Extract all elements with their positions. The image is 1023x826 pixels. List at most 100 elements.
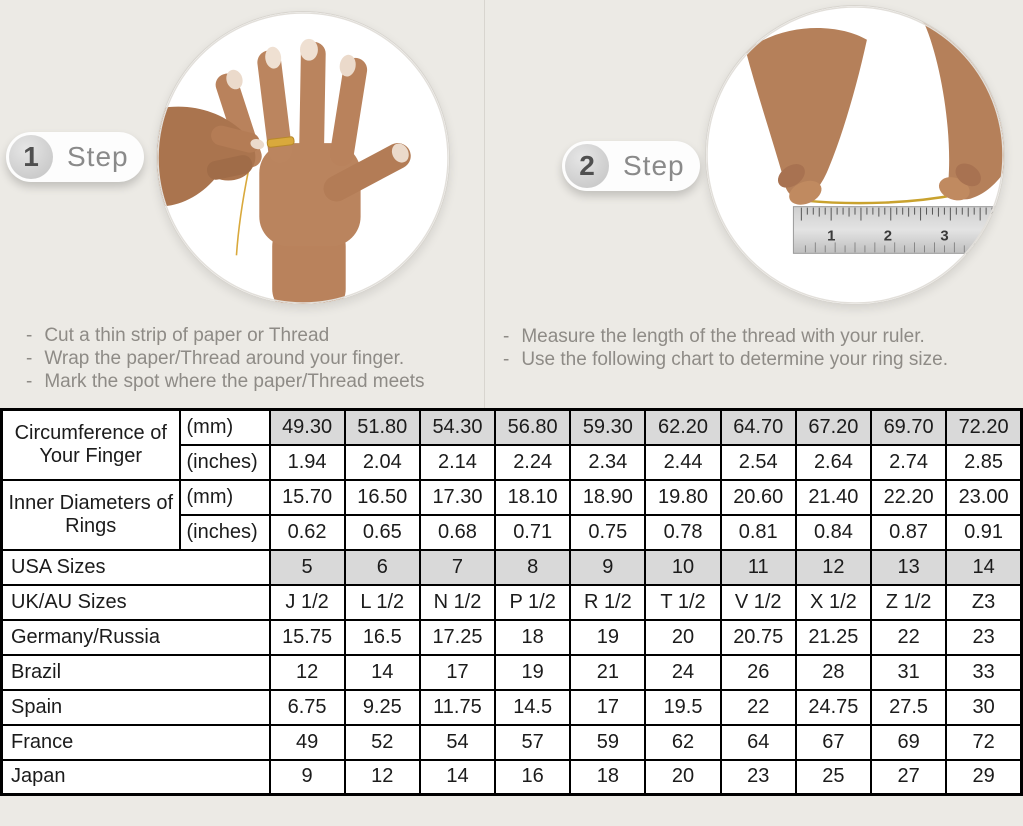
size-value: 21: [569, 653, 647, 691]
table-row: Spain 6.75 9.25 11.75 14.5 17 19.5 22 24.75 27.5 3…: [0, 688, 1023, 726]
instructions-section: 1 2 3: [0, 0, 1023, 408]
size-value: 15.75: [268, 618, 346, 656]
size-value: Z3: [945, 583, 1023, 621]
size-value: 18: [569, 758, 647, 796]
size-value: 22: [719, 688, 797, 726]
size-value: 57: [494, 723, 572, 761]
size-value: 22: [869, 618, 948, 656]
size-value: 14: [418, 758, 497, 796]
step2-badge: 2 Step: [562, 141, 700, 191]
instruction-text: Mark the spot where the paper/Thread mee…: [44, 371, 425, 392]
size-value: 30: [945, 688, 1023, 726]
size-value: 0.75: [569, 513, 647, 551]
size-value: 24: [644, 653, 722, 691]
row-label: Germany/Russia: [0, 618, 271, 656]
size-value: 2.64: [794, 443, 873, 481]
size-value: 49.30: [268, 408, 346, 446]
size-value: 18.10: [494, 478, 572, 516]
gold-thread: [805, 193, 957, 205]
size-value: 21.25: [794, 618, 873, 656]
size-value: 59.30: [569, 408, 647, 446]
size-value: 12: [343, 758, 421, 796]
size-value: 29: [945, 758, 1023, 796]
size-value: 67: [794, 723, 873, 761]
size-value: 23: [945, 618, 1023, 656]
size-value: 15.70: [268, 478, 346, 516]
row-label: UK/AU Sizes: [0, 583, 271, 621]
step2-label: Step: [623, 150, 685, 181]
size-value: 62: [644, 723, 722, 761]
instruction-text: Use the following chart to determine you…: [521, 349, 948, 370]
size-value: 72.20: [945, 408, 1023, 446]
size-value: 0.81: [719, 513, 797, 551]
table-row: Circumference of Your Finger (mm) 49.30 51.…: [0, 408, 1023, 481]
size-value: 28: [794, 653, 873, 691]
size-value: 16.50: [343, 478, 421, 516]
size-value: 49: [268, 723, 346, 761]
size-value: 54: [418, 723, 497, 761]
table-row: Inner Diameters of Rings (mm) 15.70 16.50 17…: [0, 478, 1023, 551]
size-value: 21.40: [794, 478, 873, 516]
size-value: 12: [268, 653, 346, 691]
unit-label: (mm): [178, 408, 271, 446]
size-value: 67.20: [794, 408, 873, 446]
step2-photo: 1 2 3: [705, 5, 1005, 305]
size-value: 2.54: [719, 443, 797, 481]
instruction-line: - Measure the length of the thread with y…: [503, 325, 1018, 348]
size-value: 27.5: [869, 688, 948, 726]
size-value: 18: [494, 618, 572, 656]
size-value: 13: [869, 548, 948, 586]
section-divider: [484, 0, 485, 408]
step2-number: 2: [565, 144, 609, 188]
size-value: 6: [343, 548, 421, 586]
step1-photo: [156, 11, 450, 305]
step1-label: Step: [67, 141, 129, 172]
table-row: (inches) 1.94 2.04 2.14 2.24 2.34 2.44 2.54 2.64…: [2, 443, 1023, 481]
size-value: 20: [644, 758, 722, 796]
size-value: 0.91: [945, 513, 1023, 551]
size-value: 17: [418, 653, 497, 691]
instruction-line: - Wrap the paper/Thread around your finge…: [26, 347, 476, 370]
size-value: 20.60: [719, 478, 797, 516]
dash-bullet: -: [503, 349, 510, 370]
table-row: Germany/Russia 15.75 16.5 17.25 18 19 20 20.75 2…: [0, 618, 1023, 656]
row-label: Spain: [0, 688, 271, 726]
left-hand: [745, 27, 867, 205]
size-value: 2.14: [418, 443, 497, 481]
instruction-line: - Mark the spot where the paper/Thread me…: [26, 370, 476, 393]
instruction-text: Wrap the paper/Thread around your finger…: [44, 348, 405, 369]
pinching-hand: [157, 106, 265, 207]
step1-number: 1: [9, 135, 53, 179]
size-value: 2.34: [569, 443, 647, 481]
size-value: 64: [719, 723, 797, 761]
size-value: 14: [945, 548, 1023, 586]
row-group-label: Inner Diameters of Rings: [0, 478, 181, 551]
size-value: 8: [494, 548, 572, 586]
ruler-measuring-illustration: 1 2 3: [706, 6, 1004, 304]
row-label: Japan: [0, 758, 271, 796]
ruler: 1 2 3: [792, 206, 1004, 254]
size-value: L 1/2: [343, 583, 421, 621]
size-value: 2.74: [869, 443, 948, 481]
size-value: 14.5: [494, 688, 572, 726]
size-value: 2.24: [494, 443, 572, 481]
size-value: 19.80: [644, 478, 722, 516]
size-value: T 1/2: [644, 583, 722, 621]
instruction-line: - Use the following chart to determine yo…: [503, 348, 1018, 371]
instruction-line: - Cut a thin strip of paper or Thread: [26, 324, 476, 347]
size-value: 0.65: [343, 513, 421, 551]
hand-with-thread-illustration: [157, 12, 449, 304]
size-value: 19: [494, 653, 572, 691]
size-value: 9.25: [343, 688, 421, 726]
size-value: 26: [719, 653, 797, 691]
step1-instructions: - Cut a thin strip of paper or Thread - Wra…: [26, 324, 476, 393]
row-label: Brazil: [0, 653, 271, 691]
dash-bullet: -: [26, 371, 33, 392]
row-group-label: Circumference of Your Finger: [0, 408, 181, 481]
size-value: 24.75: [794, 688, 873, 726]
size-value: 9: [569, 548, 647, 586]
dash-bullet: -: [26, 348, 33, 369]
size-value: X 1/2: [794, 583, 873, 621]
size-value: 19: [569, 618, 647, 656]
size-value: 51.80: [343, 408, 421, 446]
